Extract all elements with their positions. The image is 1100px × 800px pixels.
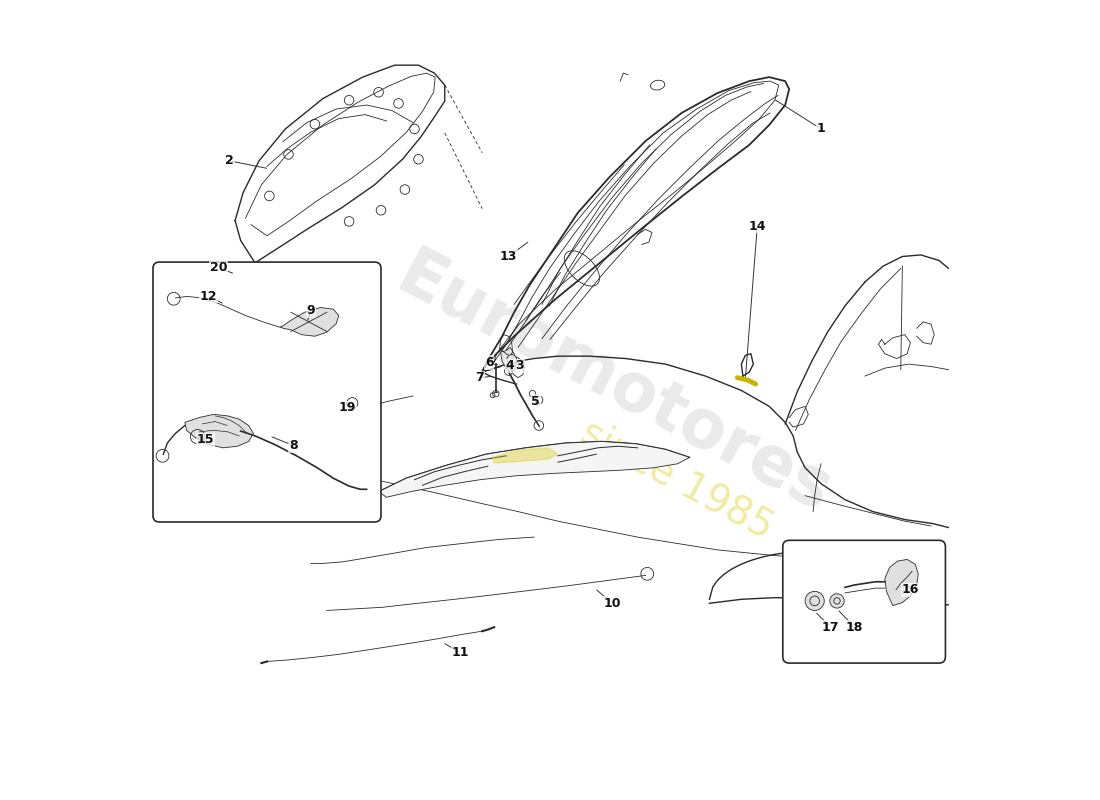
Text: 15: 15 [197,434,215,446]
Polygon shape [493,448,558,463]
Polygon shape [500,347,517,372]
Text: 13: 13 [499,250,517,263]
Polygon shape [884,559,918,606]
Polygon shape [280,307,339,336]
Text: 14: 14 [748,220,766,233]
Text: 10: 10 [604,597,620,610]
Text: 16: 16 [902,583,918,596]
Circle shape [507,354,517,364]
Text: Euromotores: Euromotores [385,242,843,526]
Text: 9: 9 [307,304,315,318]
Polygon shape [378,442,690,498]
Text: 6: 6 [485,356,494,369]
Polygon shape [185,414,253,448]
FancyBboxPatch shape [783,540,945,663]
Circle shape [829,594,844,608]
Text: 11: 11 [452,646,470,659]
Circle shape [341,392,363,414]
Text: 17: 17 [822,621,839,634]
Text: 20: 20 [210,261,227,274]
Text: 19: 19 [339,402,356,414]
Text: since 1985: since 1985 [575,413,780,546]
Text: 3: 3 [516,359,524,372]
Text: 2: 2 [226,154,234,167]
Text: 1: 1 [816,122,825,135]
Text: 7: 7 [475,371,484,384]
Circle shape [805,591,824,610]
FancyBboxPatch shape [153,262,381,522]
Text: 8: 8 [289,439,298,452]
Text: 5: 5 [531,395,540,408]
Text: 18: 18 [846,621,864,634]
Text: 12: 12 [200,290,218,303]
Text: 4: 4 [506,359,515,372]
